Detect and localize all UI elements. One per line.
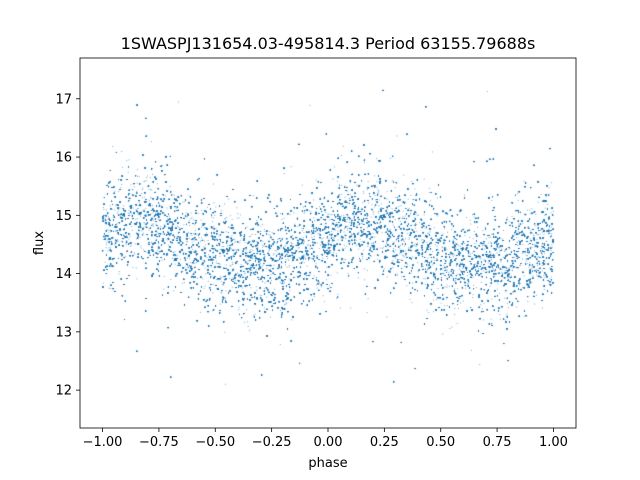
x-tick-label: 0.25 (370, 435, 399, 450)
x-axis-label: phase (308, 456, 347, 471)
x-tick-label: 1.00 (539, 435, 568, 450)
y-tick-label: 17 (55, 92, 72, 107)
x-tick-label: 0.75 (483, 435, 512, 450)
y-axis-ticks: 12 13 14 15 16 17 (55, 92, 80, 399)
y-tick-label: 15 (55, 209, 72, 224)
x-axis-ticks: −1.00 −0.75 −0.50 −0.25 0.00 0.25 0.50 0.75 1.00 (83, 428, 568, 450)
y-tick-label: 14 (55, 267, 72, 282)
scatter-points (80, 58, 576, 428)
x-tick-label: −0.50 (195, 435, 235, 450)
plot-area (80, 58, 576, 428)
y-tick-label: 13 (55, 325, 72, 340)
x-tick-label: −0.75 (139, 435, 179, 450)
y-axis-label: flux (32, 231, 47, 255)
chart-title: 1SWASPJ131654.03-495814.3 Period 63155.7… (121, 34, 536, 53)
x-tick-label: 0.00 (314, 435, 343, 450)
x-tick-label: −0.25 (252, 435, 292, 450)
y-tick-label: 12 (55, 384, 72, 399)
x-tick-label: 0.50 (426, 435, 455, 450)
x-tick-label: −1.00 (83, 435, 123, 450)
y-tick-label: 16 (55, 151, 72, 166)
